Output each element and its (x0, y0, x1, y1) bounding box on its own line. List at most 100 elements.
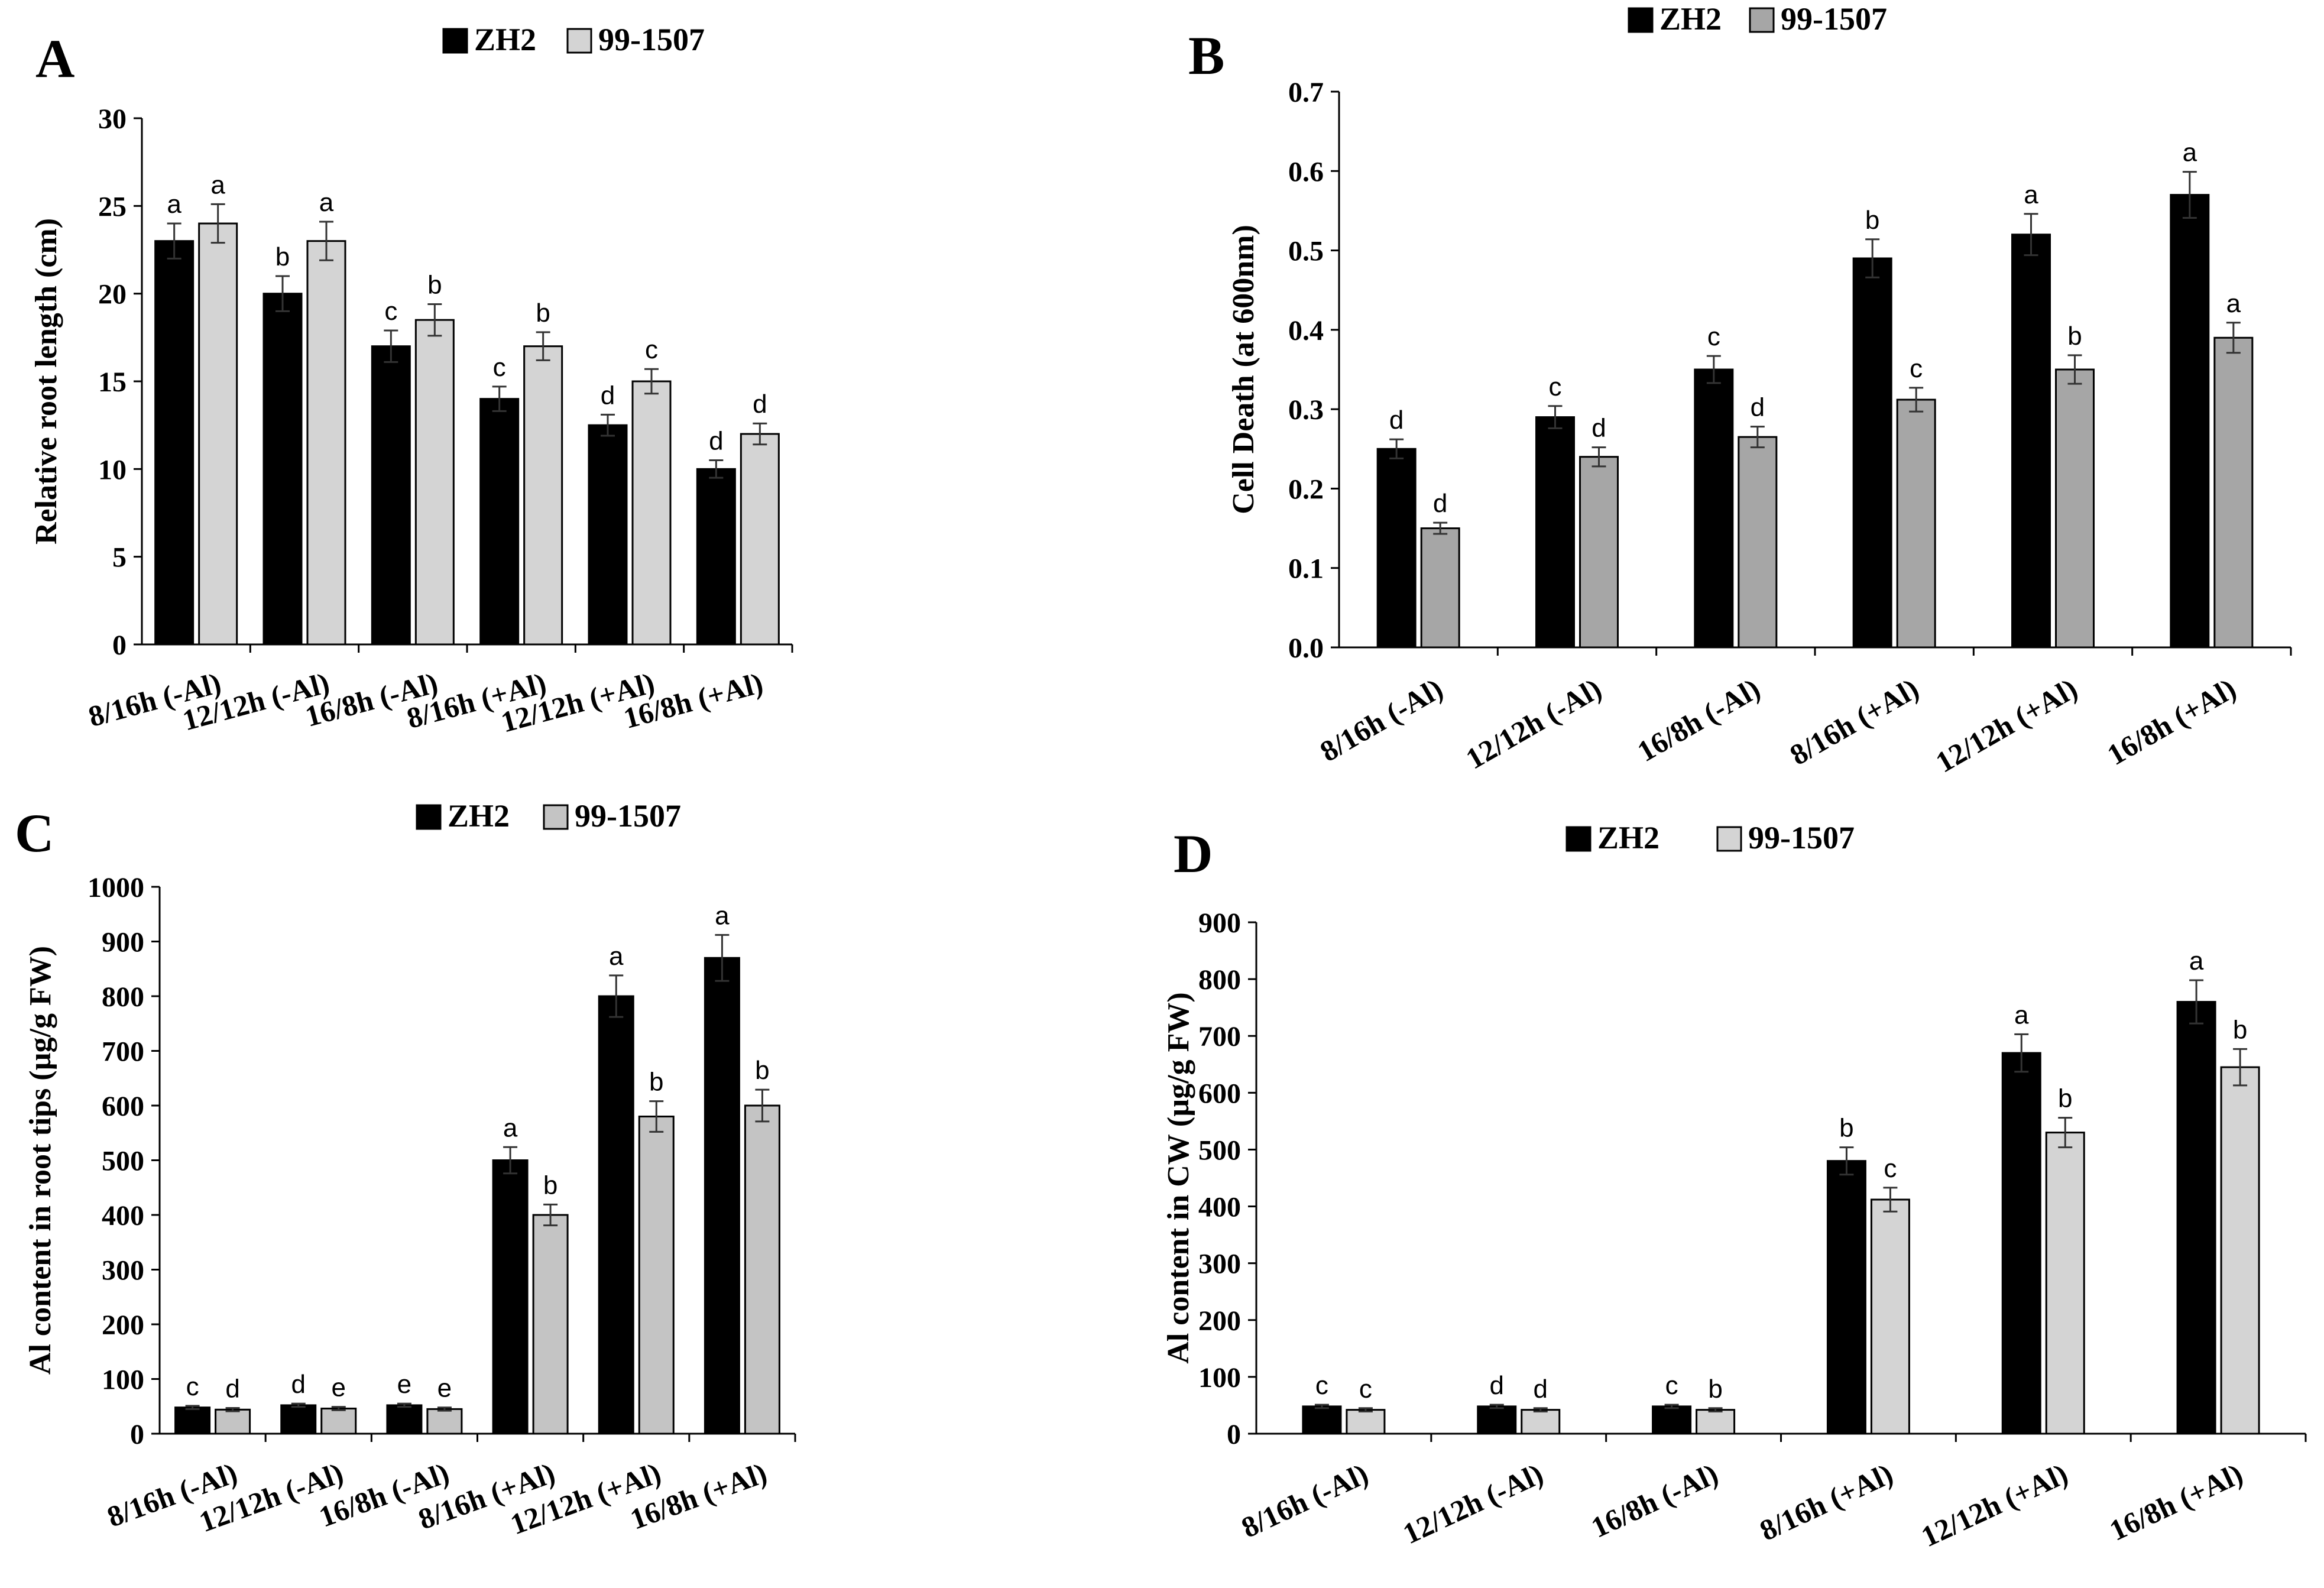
bar-series1 (588, 424, 628, 646)
legend-swatch-series2 (566, 28, 592, 54)
significance-letter: b (2233, 1015, 2247, 1044)
panel-letter: D (1174, 824, 1213, 884)
significance-letter: d (1592, 414, 1606, 443)
y-tick-label: 0 (1227, 1419, 1241, 1450)
bar-series2 (740, 433, 780, 646)
y-tick-label: 100 (102, 1365, 144, 1396)
y-tick-label: 700 (102, 1036, 144, 1068)
y-tick-label: 0.1 (1288, 553, 1324, 585)
bar-series1 (174, 1406, 211, 1435)
significance-letter: b (1708, 1375, 1722, 1404)
y-tick-label: 0 (112, 630, 127, 661)
significance-letter: c (1359, 1375, 1372, 1404)
significance-letter: c (1665, 1371, 1678, 1400)
y-tick-label: 0.4 (1288, 315, 1324, 346)
bar-series2 (2045, 1132, 2085, 1435)
significance-letter: b (2058, 1084, 2072, 1113)
legend-swatch-series1 (442, 28, 468, 54)
chart-panel-a: A ZH2 99-1507 0 5 10 15 20 25 30 Relative root len… (30, 22, 793, 738)
bar-series1 (1477, 1405, 1517, 1435)
significance-letter: a (715, 901, 730, 930)
legend-swatch-series2 (543, 804, 569, 830)
panel-letter: B (1188, 25, 1224, 86)
significance-letter: c (1549, 372, 1562, 401)
legend-swatch-series1 (1565, 826, 1592, 852)
y-tick-label: 0.5 (1288, 236, 1324, 267)
significance-letter: a (2024, 180, 2038, 209)
y-tick-label: 800 (1198, 964, 1241, 996)
significance-letter: a (2226, 289, 2241, 318)
significance-letter: b (543, 1171, 557, 1200)
legend-swatch-series1 (1628, 7, 1654, 33)
significance-letter: d (601, 381, 615, 410)
y-tick-label: 0.6 (1288, 156, 1324, 187)
significance-letter: a (2183, 138, 2197, 167)
x-tick-label: 16/8h (+Al) (2102, 672, 2242, 772)
y-tick-label: 0 (130, 1419, 144, 1450)
bar-series2 (2220, 1066, 2260, 1435)
significance-letter: b (427, 270, 442, 299)
bar-series1 (154, 240, 195, 646)
x-tick-label: 12/12h (+Al) (1930, 672, 2083, 779)
legend-label: ZH2 (1597, 820, 1659, 855)
panel-letter: A (35, 28, 74, 89)
bar-series2 (744, 1104, 780, 1435)
x-tick-label: 16/8h (-Al) (1632, 672, 1765, 768)
significance-letter: d (1534, 1375, 1548, 1404)
legend-swatch-series2 (1716, 826, 1742, 852)
bar-series1 (1694, 368, 1734, 649)
significance-letter: b (649, 1068, 663, 1097)
bar-series1 (386, 1404, 423, 1435)
significance-letter: c (1910, 354, 1923, 383)
significance-letter: c (493, 353, 506, 382)
significance-letter: a (2189, 947, 2204, 976)
y-tick-label: 800 (102, 981, 144, 1013)
legend-label: 99-1507 (1748, 820, 1855, 855)
significance-letter: b (275, 242, 290, 271)
y-tick-label: 700 (1198, 1021, 1241, 1052)
bar-series2 (1346, 1409, 1386, 1435)
y-tick-label: 20 (98, 279, 127, 310)
bar-series1 (1652, 1405, 1692, 1435)
significance-letter: e (332, 1373, 346, 1402)
significance-letter: c (1707, 322, 1720, 351)
bar-series1 (704, 957, 740, 1435)
significance-letter: d (709, 427, 723, 456)
significance-letter: c (1315, 1371, 1328, 1400)
bar-series1 (1302, 1405, 1342, 1435)
bar-series1 (598, 995, 634, 1435)
y-tick-label: 900 (102, 927, 144, 958)
significance-letter: d (1433, 489, 1447, 518)
x-tick-label: 16/8h (+Al) (2105, 1457, 2248, 1547)
x-tick-label: 12/12h (+Al) (1916, 1457, 2073, 1553)
x-tick-label: 8/16h (-Al) (1236, 1457, 1373, 1544)
y-tick-label: 900 (1198, 908, 1241, 939)
legend-label: ZH2 (474, 22, 536, 57)
significance-letter: a (2014, 1000, 2029, 1029)
significance-letter: c (186, 1372, 199, 1401)
chart-panel-b: B ZH2 99-1507 0.0 0.1 0.2 0.3 0.4 0.5 0.6 0.7 Cell … (1188, 1, 2292, 779)
bar-series2 (631, 380, 672, 646)
significance-letter: b (755, 1056, 769, 1085)
significance-letter: b (536, 299, 550, 328)
significance-letter: d (1389, 406, 1404, 435)
bar-series2 (414, 319, 455, 646)
bar-series2 (2055, 368, 2095, 649)
y-tick-label: 200 (1198, 1305, 1241, 1337)
bar-series2 (638, 1116, 675, 1435)
significance-letter: a (609, 942, 624, 971)
bar-series1 (1376, 448, 1417, 649)
legend-label: 99-1507 (575, 798, 681, 834)
y-tick-label: 300 (1198, 1249, 1241, 1280)
y-tick-label: 25 (98, 191, 127, 222)
significance-letter: b (1839, 1114, 1853, 1143)
bar-series2 (523, 345, 563, 646)
significance-letter: a (319, 188, 334, 217)
significance-letter: b (2067, 322, 2082, 351)
significance-letter: b (1865, 206, 1879, 235)
legend-swatch-series2 (1749, 7, 1775, 33)
bar-series2 (1738, 436, 1778, 649)
y-tick-label: 30 (98, 103, 127, 135)
y-tick-label: 15 (98, 367, 127, 398)
bar-series1 (479, 398, 520, 646)
